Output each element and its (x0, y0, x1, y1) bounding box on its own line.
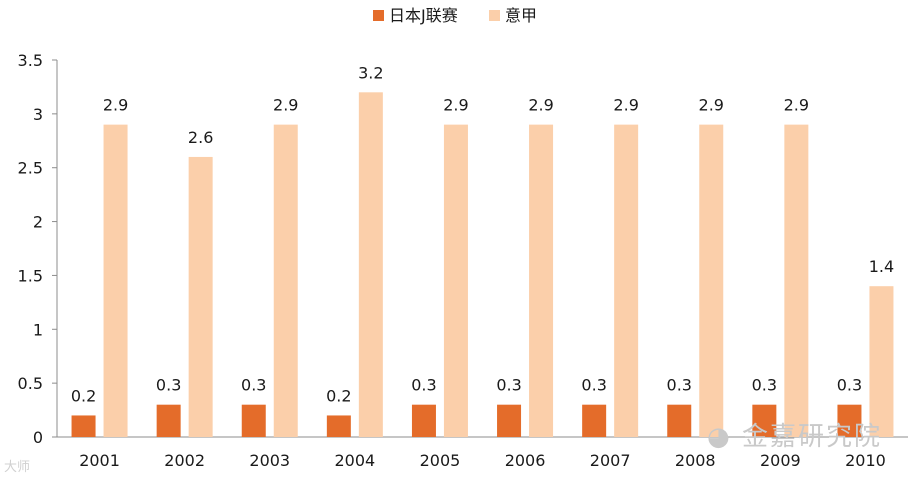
data-label: 2.9 (273, 96, 298, 115)
watermark-corner-text: 大师 (4, 460, 31, 475)
x-tick-label: 2008 (675, 451, 716, 470)
x-tick-label: 2002 (164, 451, 205, 470)
bar (71, 415, 96, 437)
y-tick-label: 1.5 (18, 266, 43, 285)
bar (326, 415, 351, 437)
bar (784, 124, 809, 437)
bar (582, 404, 607, 437)
chart-axes: 0 0.5 1 1.5 2 2.5 3 3.5 2001 2002 2003 2004 2005 2006… (18, 51, 908, 470)
chart-data-labels: 0.2 2.9 0.3 2.6 0.3 2.9 0.2 3.2 0.3 2.9 0.3 2.9 0.3 2… (71, 63, 894, 405)
x-tick-label: 2001 (79, 451, 120, 470)
y-tick-label: 1 (33, 320, 43, 339)
data-label: 2.9 (699, 96, 724, 115)
legend-swatch (373, 10, 384, 21)
data-label: 0.3 (156, 376, 181, 395)
data-label: 0.3 (411, 376, 436, 395)
data-label: 2.6 (188, 128, 213, 147)
data-label: 0.3 (241, 376, 266, 395)
y-tick-label: 3.5 (18, 51, 43, 70)
bar (837, 404, 862, 437)
y-tick-label: 0.5 (18, 374, 43, 393)
bar (156, 404, 181, 437)
data-label: 2.9 (613, 96, 638, 115)
bar (869, 286, 894, 437)
bar (358, 92, 383, 438)
wechat-icon: ◕ (707, 422, 732, 452)
watermark-brand: ◕ 金嘉研究院 (707, 416, 882, 453)
bar (411, 404, 436, 437)
bar (752, 404, 777, 437)
x-tick-label: 2009 (760, 451, 801, 470)
x-tick-label: 2004 (334, 451, 375, 470)
y-tick-label: 3 (33, 105, 43, 124)
data-label: 0.2 (71, 386, 96, 405)
data-label: 0.3 (667, 376, 692, 395)
data-label: 0.3 (496, 376, 521, 395)
x-tick-label: 2007 (590, 451, 631, 470)
bar (667, 404, 692, 437)
y-tick-label: 0 (33, 428, 43, 447)
chart-legend: 日本J联赛 意甲 (373, 6, 537, 25)
watermark-brand-text: 金嘉研究院 (741, 422, 882, 452)
bar (529, 124, 554, 437)
chart-bars (71, 92, 894, 438)
legend-label: 日本J联赛 (389, 6, 458, 25)
data-label: 3.2 (358, 63, 383, 82)
bar (188, 156, 213, 437)
data-label: 1.4 (869, 257, 894, 276)
legend-label: 意甲 (505, 6, 537, 25)
data-label: 0.3 (581, 376, 606, 395)
watermark-corner: 大师 (4, 456, 30, 475)
x-tick-label: 2010 (845, 451, 886, 470)
bar (699, 124, 724, 437)
data-label: 0.3 (837, 376, 862, 395)
data-label: 0.2 (326, 386, 351, 405)
x-tick-label: 2003 (249, 451, 290, 470)
data-label: 0.3 (752, 376, 777, 395)
bar (497, 404, 522, 437)
data-label: 2.9 (103, 96, 128, 115)
x-tick-label: 2005 (420, 451, 461, 470)
x-tick-label: 2006 (505, 451, 546, 470)
y-tick-label: 2 (33, 213, 43, 232)
bar (241, 404, 266, 437)
data-label: 2.9 (528, 96, 553, 115)
bar (443, 124, 468, 437)
data-label: 2.9 (784, 96, 809, 115)
bar (614, 124, 639, 437)
legend-swatch (489, 10, 500, 21)
bar (103, 124, 128, 437)
y-tick-label: 2.5 (18, 159, 43, 178)
data-label: 2.9 (443, 96, 468, 115)
bar (273, 124, 298, 437)
